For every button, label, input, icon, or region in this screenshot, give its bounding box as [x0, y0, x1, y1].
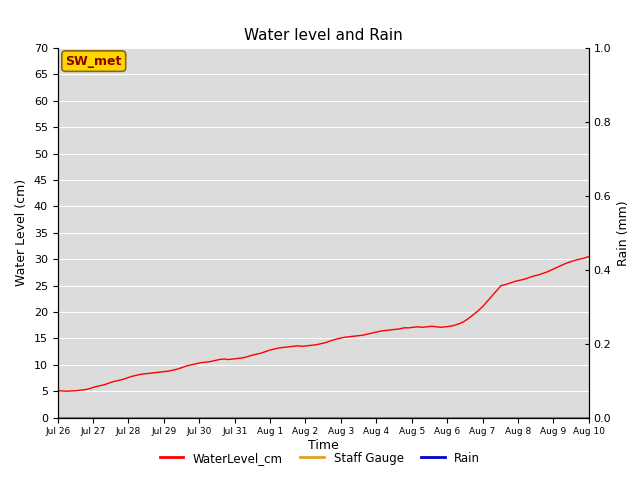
Staff Gauge: [54, 415, 61, 420]
WaterLevel_cm: [239, 355, 246, 361]
Rain: [585, 415, 593, 420]
Legend: WaterLevel_cm, Staff Gauge, Rain: WaterLevel_cm, Staff Gauge, Rain: [155, 447, 485, 469]
X-axis label: Time: Time: [308, 439, 339, 452]
Staff Gauge: [543, 415, 551, 420]
WaterLevel_cm: [381, 327, 389, 333]
Rain: [54, 415, 61, 420]
Y-axis label: Water Level (cm): Water Level (cm): [15, 179, 28, 287]
Staff Gauge: [585, 415, 593, 420]
Title: Water level and Rain: Water level and Rain: [244, 28, 403, 43]
WaterLevel_cm: [548, 267, 556, 273]
WaterLevel_cm: [63, 388, 70, 394]
WaterLevel_cm: [54, 388, 61, 394]
Line: WaterLevel_cm: WaterLevel_cm: [58, 256, 589, 391]
WaterLevel_cm: [585, 253, 593, 259]
Staff Gauge: [497, 415, 505, 420]
Y-axis label: Rain (mm): Rain (mm): [617, 200, 630, 265]
WaterLevel_cm: [414, 324, 422, 330]
Rain: [234, 415, 241, 420]
WaterLevel_cm: [488, 293, 495, 299]
Text: SW_met: SW_met: [65, 55, 122, 68]
Rain: [483, 415, 491, 420]
Rain: [543, 415, 551, 420]
WaterLevel_cm: [502, 282, 509, 288]
Rain: [410, 415, 417, 420]
Staff Gauge: [410, 415, 417, 420]
Rain: [497, 415, 505, 420]
Rain: [377, 415, 385, 420]
Staff Gauge: [483, 415, 491, 420]
Staff Gauge: [234, 415, 241, 420]
Staff Gauge: [377, 415, 385, 420]
